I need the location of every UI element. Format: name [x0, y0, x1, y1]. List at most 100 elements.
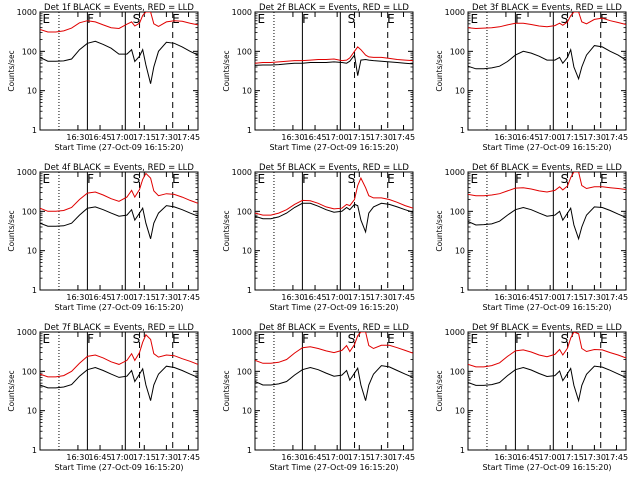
- lld-series-line: [468, 332, 626, 368]
- x-tick-label: 17:30: [583, 453, 606, 462]
- x-tick-label: 16:45: [304, 133, 327, 142]
- panel-title: Det 5f BLACK = Events, RED = LLD: [259, 163, 409, 173]
- plot-frame: [39, 331, 199, 451]
- region-label: S: [348, 332, 356, 346]
- panel-7: Det 7f BLACK = Events, RED = LLD 1 10 100 10…: [7, 323, 200, 472]
- panel-title: Det 4f BLACK = Events, RED = LLD: [44, 163, 194, 173]
- x-tick-label: 16:45: [304, 453, 327, 462]
- x-tick-label: 16:30: [66, 293, 89, 302]
- x-tick-label: 16:45: [89, 293, 112, 302]
- x-axis-label: Start Time (27-Oct-09 16:15:20): [269, 303, 398, 312]
- x-tick-label: 17:30: [155, 453, 178, 462]
- plot-frame: [39, 11, 199, 131]
- x-tick-label: 17:00: [326, 293, 349, 302]
- region-label: S: [561, 172, 569, 186]
- x-tick-label: 16:30: [281, 453, 304, 462]
- region-label: S: [133, 172, 141, 186]
- y-tick-label: 1: [460, 446, 465, 455]
- x-axis-label: Start Time (27-Oct-09 16:15:20): [269, 463, 398, 472]
- y-tick-label: 100: [237, 207, 252, 216]
- plot-frame: [467, 171, 627, 291]
- x-axis-label: Start Time (27-Oct-09 16:15:20): [54, 463, 183, 472]
- x-tick-label: 16:30: [494, 133, 517, 142]
- panel-title: Det 1f BLACK = Events, RED = LLD: [44, 3, 194, 13]
- region-label: E: [43, 332, 51, 346]
- x-tick-label: 17:45: [605, 133, 628, 142]
- x-tick-label: 17:45: [392, 453, 415, 462]
- lld-series-line: [468, 172, 626, 197]
- x-tick-label: 16:30: [281, 293, 304, 302]
- region-label: S: [348, 172, 356, 186]
- lld-series-line: [468, 12, 626, 30]
- y-tick-label: 1000: [445, 168, 465, 177]
- x-axis-label: Start Time (27-Oct-09 16:15:20): [54, 303, 183, 312]
- x-tick-label: 17:30: [370, 293, 393, 302]
- y-tick-label: 1000: [17, 8, 37, 17]
- plot-frame: [39, 171, 199, 291]
- y-tick-label: 100: [450, 47, 465, 56]
- x-tick-label: 17:00: [539, 453, 562, 462]
- y-tick-label: 100: [450, 367, 465, 376]
- y-axis-label: Counts/sec: [7, 370, 16, 411]
- y-tick-label: 10: [455, 247, 465, 256]
- x-tick-label: 17:00: [111, 133, 134, 142]
- x-tick-label: 17:15: [561, 133, 584, 142]
- lld-series-line: [40, 12, 198, 33]
- events-series-line: [40, 205, 198, 239]
- region-label: E: [387, 172, 395, 186]
- lld-series-line: [40, 172, 198, 212]
- x-axis-label: Start Time (27-Oct-09 16:15:20): [482, 463, 611, 472]
- region-label: E: [43, 12, 51, 26]
- region-label: S: [348, 12, 356, 26]
- y-tick-label: 10: [242, 407, 252, 416]
- x-tick-label: 17:45: [392, 293, 415, 302]
- x-tick-label: 16:45: [517, 133, 540, 142]
- y-axis-label: Counts/sec: [222, 370, 231, 411]
- x-tick-label: 17:15: [133, 133, 156, 142]
- region-label: E: [258, 172, 266, 186]
- y-tick-label: 10: [242, 87, 252, 96]
- y-tick-label: 1: [460, 126, 465, 135]
- region-label: F: [515, 172, 522, 186]
- panel-6: Det 6f BLACK = Events, RED = LLD 1 10 100 10…: [435, 163, 628, 312]
- x-tick-label: 16:30: [281, 133, 304, 142]
- y-tick-label: 10: [242, 247, 252, 256]
- panel-title: Det 2f BLACK = Events, RED = LLD: [259, 3, 409, 13]
- region-label: E: [172, 12, 180, 26]
- x-axis-label: Start Time (27-Oct-09 16:15:20): [54, 143, 183, 152]
- events-series-line: [468, 45, 626, 81]
- region-label: S: [133, 12, 141, 26]
- panel-1: Det 1f BLACK = Events, RED = LLD 1 10 100 10…: [7, 3, 200, 152]
- panel-8: Det 8f BLACK = Events, RED = LLD 1 10 100 10…: [222, 323, 415, 472]
- region-label: E: [471, 12, 479, 26]
- panel-2: Det 2f BLACK = Events, RED = LLD 1 10 100 10…: [222, 3, 415, 152]
- x-tick-label: 17:15: [348, 453, 371, 462]
- x-tick-label: 16:45: [517, 453, 540, 462]
- region-label: F: [515, 12, 522, 26]
- y-tick-label: 1000: [445, 8, 465, 17]
- x-axis-label: Start Time (27-Oct-09 16:15:20): [482, 303, 611, 312]
- y-tick-label: 100: [22, 47, 37, 56]
- y-axis-label: Counts/sec: [435, 370, 444, 411]
- panel-title: Det 6f BLACK = Events, RED = LLD: [472, 163, 622, 173]
- region-label: F: [302, 12, 309, 26]
- region-label: F: [302, 332, 309, 346]
- y-tick-label: 1000: [445, 328, 465, 337]
- events-series-line: [468, 365, 626, 403]
- panel-3: Det 3f BLACK = Events, RED = LLD 1 10 100 10…: [435, 3, 628, 152]
- x-tick-label: 16:30: [494, 293, 517, 302]
- x-tick-label: 17:00: [326, 453, 349, 462]
- y-tick-label: 1000: [232, 328, 252, 337]
- x-tick-label: 17:30: [155, 133, 178, 142]
- plot-frame: [254, 171, 414, 291]
- events-series-line: [255, 202, 413, 234]
- x-tick-label: 16:30: [66, 453, 89, 462]
- region-label: E: [387, 12, 395, 26]
- plot-frame: [467, 11, 627, 131]
- region-label: E: [258, 332, 266, 346]
- region-label: E: [600, 332, 608, 346]
- y-tick-label: 1: [247, 286, 252, 295]
- y-tick-label: 1: [32, 446, 37, 455]
- plot-frame: [254, 11, 414, 131]
